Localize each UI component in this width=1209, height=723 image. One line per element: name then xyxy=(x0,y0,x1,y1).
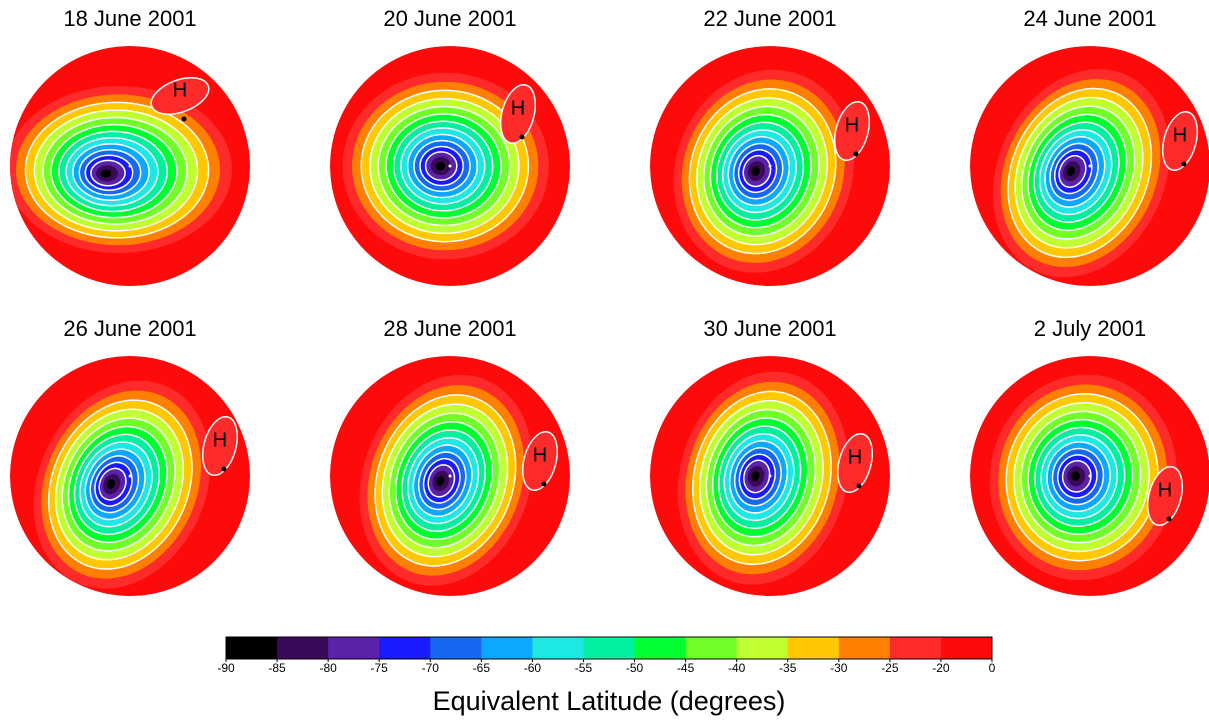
map-fill xyxy=(650,356,890,596)
contour-band xyxy=(436,476,445,486)
panel-marker: H xyxy=(1173,124,1187,146)
panel-marker: H xyxy=(511,97,525,119)
polar-map: H 24 June 2001 xyxy=(970,6,1209,286)
colorbar-tick-label: -25 xyxy=(881,661,899,675)
map-fill xyxy=(330,356,570,596)
pole-dot xyxy=(448,474,452,478)
high-region xyxy=(201,415,239,477)
colorbar-tick-label: -30 xyxy=(830,661,848,675)
map-fill xyxy=(970,46,1209,286)
site-dot xyxy=(181,116,187,122)
colorbar-segment xyxy=(940,637,993,659)
panel-title: 28 June 2001 xyxy=(383,316,516,341)
panel-title: 26 June 2001 xyxy=(63,316,196,341)
contour-band xyxy=(106,479,115,489)
panel-marker: H xyxy=(1158,479,1172,501)
site-dot xyxy=(1166,516,1172,522)
contour-band xyxy=(1071,471,1080,481)
colorbar-tick-label: -20 xyxy=(932,661,950,675)
colorbar-tick-label: -50 xyxy=(626,661,644,675)
high-region xyxy=(499,83,537,145)
site-dot xyxy=(1181,161,1187,167)
colorbar-tick-label: -35 xyxy=(779,661,797,675)
colorbar-tick-label: -65 xyxy=(473,661,491,675)
polar-map: H 18 June 2001 xyxy=(10,6,250,286)
contour-band xyxy=(100,169,112,178)
panel-title: 24 June 2001 xyxy=(1023,6,1156,31)
map-fill xyxy=(10,46,250,286)
contour-band xyxy=(751,471,760,482)
high-region xyxy=(521,430,559,492)
colorbar-segment xyxy=(685,637,738,659)
colorbar-segment xyxy=(532,637,584,659)
panel-marker: H xyxy=(848,446,862,468)
colorbar-segment xyxy=(634,637,687,659)
polar-map: H 2 July 2001 xyxy=(970,316,1209,596)
map-fill xyxy=(10,356,250,596)
colorbar-tick-label: -80 xyxy=(319,661,337,675)
colorbar-tick-label: -70 xyxy=(422,661,440,675)
map-fill xyxy=(970,356,1209,596)
pole-dot xyxy=(128,164,132,168)
colorbar-segment xyxy=(430,637,482,659)
map-fill xyxy=(650,46,890,286)
polar-map: H 30 June 2001 xyxy=(650,316,890,596)
polar-map: H 26 June 2001 xyxy=(10,316,250,596)
panel-title: 20 June 2001 xyxy=(383,6,516,31)
polar-map: H 28 June 2001 xyxy=(330,316,570,596)
site-dot xyxy=(541,481,547,487)
high-region xyxy=(836,432,874,494)
panel-marker: H xyxy=(533,444,547,466)
colorbar-segment xyxy=(736,637,789,659)
polar-map: H 22 June 2001 xyxy=(650,6,890,286)
colorbar-segment xyxy=(226,637,278,659)
pole-dot xyxy=(768,474,772,478)
colorbar-segment xyxy=(583,637,636,659)
panel-title: 18 June 2001 xyxy=(63,6,196,31)
colorbar-tick-label: -90 xyxy=(217,661,235,675)
site-dot xyxy=(519,134,525,140)
colorbar-frame xyxy=(225,636,993,660)
map-fill xyxy=(330,46,570,286)
high-region xyxy=(1161,110,1199,172)
colorbar-tick-label: -75 xyxy=(371,661,389,675)
panel-marker: H xyxy=(173,79,187,101)
colorbar-segment xyxy=(328,637,380,659)
high-region xyxy=(833,100,871,162)
colorbar-segment xyxy=(481,637,533,659)
polar-map: H 20 June 2001 xyxy=(330,6,570,286)
colorbar-tick-label: -85 xyxy=(268,661,286,675)
high-region xyxy=(1146,465,1184,527)
colorbar-tick-label: 0 xyxy=(989,661,996,675)
colorbar-tick-label: -60 xyxy=(524,661,542,675)
contour-band xyxy=(1066,166,1075,177)
colorbar-segment xyxy=(787,637,840,659)
pole-dot xyxy=(1088,474,1092,478)
panel-marker: H xyxy=(845,114,859,136)
site-dot xyxy=(221,466,227,472)
panel-marker: H xyxy=(213,429,227,451)
colorbar-tick-label: -45 xyxy=(677,661,695,675)
panel-title: 22 June 2001 xyxy=(703,6,836,31)
colorbar-label: Equivalent Latitude (degrees) xyxy=(433,686,786,716)
colorbar-segment xyxy=(889,637,942,659)
colorbar-segment xyxy=(838,637,891,659)
contour-band xyxy=(751,166,760,176)
panel-title: 30 June 2001 xyxy=(703,316,836,341)
colorbar-segment xyxy=(379,637,431,659)
pole-dot xyxy=(1088,164,1092,168)
pole-dot xyxy=(448,164,452,168)
pole-dot xyxy=(128,474,132,478)
site-dot xyxy=(856,483,862,489)
contour-band xyxy=(435,161,446,171)
colorbar-tick-label: -55 xyxy=(575,661,593,675)
panel-title: 2 July 2001 xyxy=(1034,316,1147,341)
colorbar-tick-label: -40 xyxy=(728,661,746,675)
pole-dot xyxy=(768,164,772,168)
high-region xyxy=(150,77,210,115)
site-dot xyxy=(853,151,859,157)
colorbar-segment xyxy=(277,637,329,659)
